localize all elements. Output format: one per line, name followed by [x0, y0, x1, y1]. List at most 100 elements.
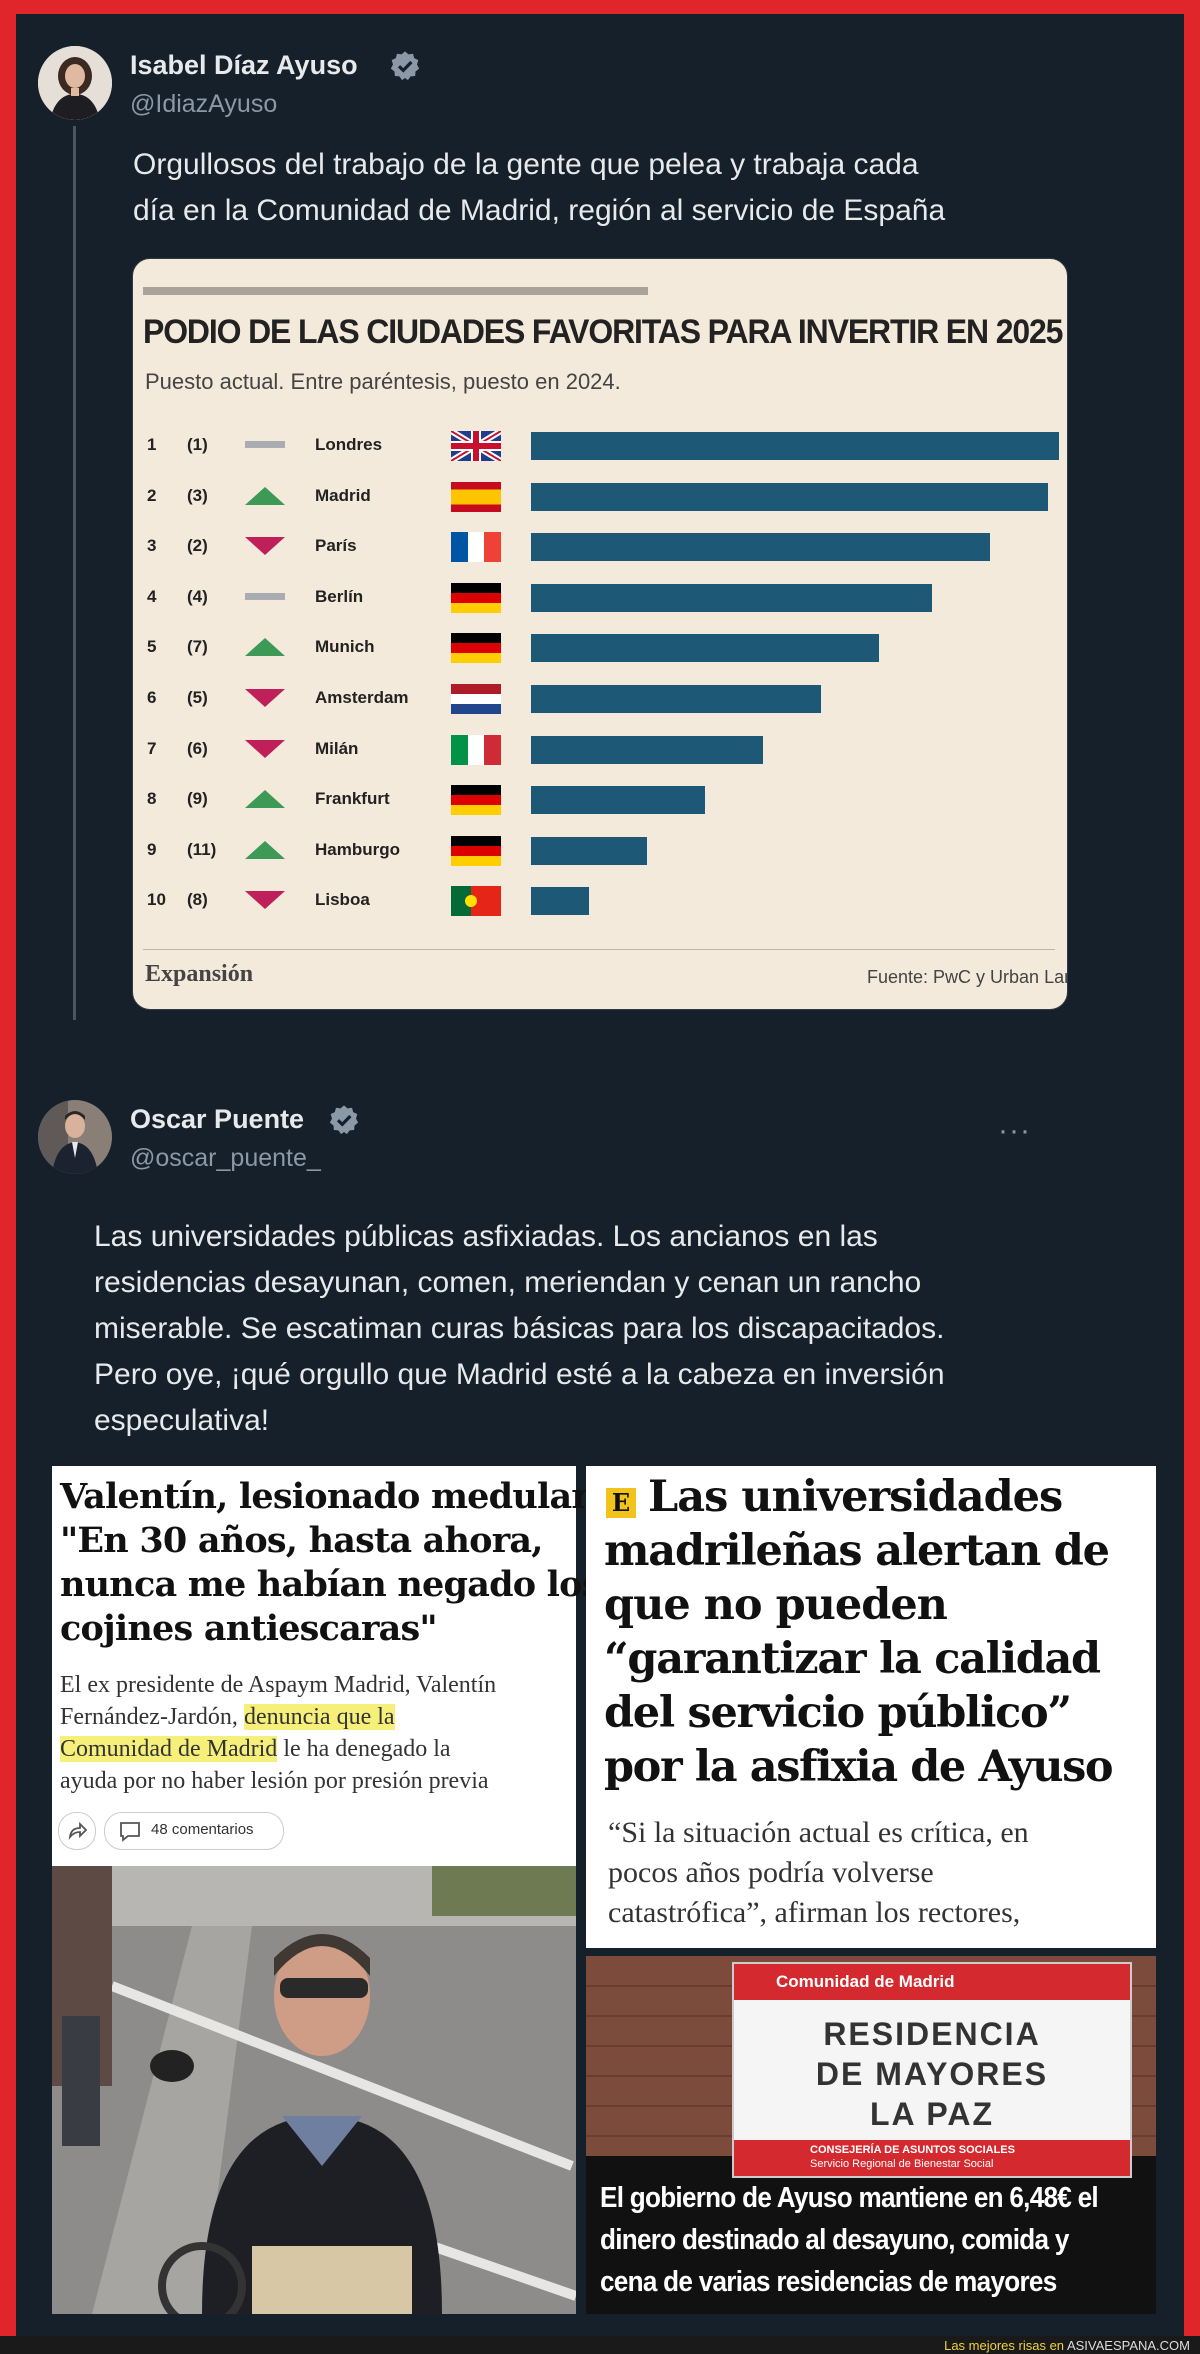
- chart-city-label: Berlín: [315, 586, 364, 606]
- watermark-footer: Las mejores risas en ASIVAESPANA.COM: [0, 2336, 1200, 2354]
- tweet-text-line: Orgullosos del trabajo de la gente que p…: [133, 148, 919, 181]
- avatar-puente-image: [38, 1100, 112, 1174]
- comments-button[interactable]: 48 comentarios: [104, 1812, 284, 1850]
- flag-uk-icon: [451, 431, 501, 461]
- chart-city-label: Madrid: [315, 485, 371, 505]
- author-name[interactable]: Oscar Puente: [130, 1104, 305, 1134]
- trend-down-icon: [245, 537, 285, 556]
- chart-title: PODIO DE LAS CIUDADES FAVORITAS PARA INV…: [143, 313, 1063, 351]
- verified-badge-icon: [329, 1105, 359, 1135]
- clip-headline-line: “garantizar la calidad: [604, 1634, 1101, 1684]
- chart-rank: 7: [147, 738, 157, 758]
- trend-same-icon: [245, 592, 285, 600]
- chart-bar: [531, 786, 705, 815]
- publication-logo: E: [606, 1488, 636, 1518]
- chart-rank: 10: [147, 890, 166, 910]
- chart-prev-rank: (4): [187, 586, 208, 606]
- more-options-icon[interactable]: ···: [998, 1114, 1031, 1147]
- photo-caption-line: cena de varias residencias de mayores: [600, 2266, 1057, 2298]
- chart-city-label: Amsterdam: [315, 688, 409, 707]
- sign-line: DE MAYORES: [815, 2056, 1049, 2092]
- chart-city-label: Lisboa: [315, 890, 370, 910]
- photo-caption-line: dinero destinado al desayuno, comida y: [600, 2224, 1069, 2256]
- tweet-text-line: residencias desayunan, comen, meriendan …: [94, 1266, 922, 1299]
- clip-headline-line: madrileñas alertan de: [604, 1526, 1110, 1576]
- author-handle[interactable]: @IdiazAyuso: [130, 90, 278, 118]
- chart-prev-rank: (9): [187, 789, 208, 809]
- flag-pt-icon: [451, 886, 501, 917]
- clip-headline-line: del servicio público”: [604, 1688, 1072, 1738]
- chart-city-label: Hamburgo: [315, 839, 400, 859]
- chart-bar: [531, 482, 1048, 511]
- trend-up-icon: [245, 638, 285, 657]
- sign-line: LA PAZ: [870, 2096, 994, 2132]
- chart-rank: 1: [147, 435, 157, 454]
- avatar-ayuso[interactable]: [38, 46, 112, 120]
- chart-subtitle: Puesto actual. Entre paréntesis, puesto …: [145, 369, 621, 394]
- flag-es-icon: [451, 481, 501, 512]
- clip-headline-line: Valentín, lesionado medular:: [60, 1476, 602, 1517]
- watermark-prefix: Las mejores risas en: [944, 2338, 1067, 2353]
- news-clipping-right[interactable]: E Las universidades madrileñas alertan d…: [586, 1466, 1156, 1948]
- clip-headline-line: "En 30 años, hasta ahora,: [60, 1520, 543, 1561]
- flag-de-icon: [451, 785, 501, 816]
- trend-up-icon: [245, 840, 285, 859]
- clip-body-line: El ex presidente de Aspaym Madrid, Valen…: [60, 1672, 497, 1698]
- author-handle[interactable]: @oscar_puente_: [130, 1144, 321, 1172]
- clip-body-text: le ha denegado la: [277, 1736, 451, 1762]
- clip-quote-line: pocos años podría volverse: [608, 1856, 934, 1889]
- author-name[interactable]: Isabel Díaz Ayuso: [130, 50, 358, 80]
- chart-rank: 2: [147, 485, 157, 505]
- chart-bar: [531, 432, 1059, 460]
- comment-icon: [120, 1822, 140, 1842]
- chart-rank: 8: [147, 789, 157, 809]
- valentin-photo-image: [52, 1866, 576, 2314]
- trend-down-icon: [245, 739, 285, 758]
- photo-caption-line: El gobierno de Ayuso mantiene en 6,48€ e…: [600, 2182, 1099, 2214]
- clip-body-line: Comunidad de Madrid le ha denegado la: [60, 1736, 451, 1763]
- news-clipping-left[interactable]: Valentín, lesionado medular: "En 30 años…: [52, 1466, 602, 1866]
- avatar-puente[interactable]: [38, 1100, 112, 1174]
- clip-quote-line: catastrófica”, afirman los rectores,: [608, 1896, 1021, 1929]
- chart-city-label: Frankfurt: [315, 789, 390, 809]
- chart-top-rule: [143, 287, 648, 295]
- flag-it-icon: [451, 734, 501, 765]
- trend-up-icon: [245, 790, 285, 809]
- sign-footer-line: CONSEJERÍA DE ASUNTOS SOCIALES: [810, 2144, 1015, 2156]
- clip-body-line: Fernández-Jardón, denuncia que la: [60, 1704, 395, 1731]
- chart-prev-rank: (8): [187, 890, 208, 910]
- sign-header-bar: Comunidad de Madrid: [734, 1964, 1130, 2000]
- watermark-text: Las mejores risas en ASIVAESPANA.COM: [944, 2338, 1190, 2353]
- chart-city-label: Londres: [315, 435, 383, 454]
- trend-down-icon: [245, 891, 285, 910]
- flag-de-icon: [451, 633, 501, 664]
- chart-prev-rank: (2): [187, 536, 208, 556]
- flag-fr-icon: [451, 532, 501, 563]
- sign-header-text: Comunidad de Madrid: [776, 1972, 955, 1991]
- tweet-text-line: día en la Comunidad de Madrid, región al…: [133, 194, 946, 227]
- watermark-site[interactable]: ASIVAESPANA.COM: [1066, 2338, 1190, 2353]
- chart-rank: 9: [147, 839, 157, 859]
- residencia-photo[interactable]: Comunidad de Madrid RESIDENCIA DE MAYORE…: [586, 1956, 1156, 2314]
- publication-logo-letter: E: [611, 1488, 631, 1517]
- chart-prev-rank: (11): [187, 839, 217, 859]
- chart-prev-rank: (5): [187, 688, 208, 707]
- clip-headline-line: que no pueden: [604, 1580, 948, 1630]
- highlighted-text: Comunidad de Madrid: [60, 1736, 278, 1762]
- chart-bar: [531, 685, 821, 713]
- chart-bar: [531, 583, 932, 612]
- chart-prev-rank: (6): [187, 738, 208, 758]
- chart-image[interactable]: PODIO DE LAS CIUDADES FAVORITAS PARA INV…: [132, 258, 1068, 1010]
- share-button[interactable]: [58, 1812, 96, 1850]
- chart-bar: [531, 634, 879, 663]
- clip-headline-line: Las universidades: [648, 1472, 1063, 1522]
- clip-headline-line: nunca me habían negado los: [60, 1564, 601, 1605]
- clip-quote-line: “Si la situación actual es crítica, en: [608, 1816, 1029, 1849]
- chart-rank: 5: [147, 637, 157, 657]
- source-logo: Expansión: [145, 961, 254, 987]
- clip-headline-line: por la asfixia de Ayuso: [604, 1742, 1114, 1792]
- share-icon: [68, 1821, 88, 1840]
- clip-headline-line: cojines antiescaras": [60, 1608, 438, 1649]
- tweet-text-line: Las universidades públicas asfixiadas. L…: [94, 1220, 878, 1253]
- highlighted-text: denuncia que la: [243, 1704, 395, 1730]
